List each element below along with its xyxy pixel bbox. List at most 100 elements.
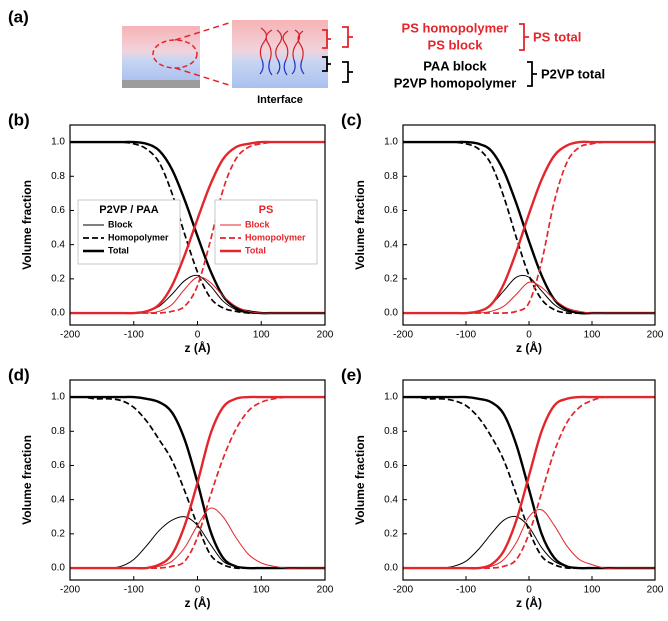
legend-box (214, 199, 318, 265)
x-tick-label: -100 (456, 330, 476, 341)
x-axis-label: z (Å) (185, 595, 211, 610)
x-tick-label: 0 (526, 585, 532, 596)
y-tick-label: 0.8 (384, 171, 398, 182)
x-tick-label: 200 (317, 330, 334, 341)
y-axis-label: Volume fraction (353, 435, 367, 525)
x-tick-label: -100 (456, 585, 476, 596)
bracket (342, 61, 353, 83)
film-small (122, 26, 200, 82)
series-line (403, 274, 655, 314)
panel-a: (a) Interface PS homopolymer PS block PA… (8, 7, 605, 105)
y-tick-label: 0.2 (384, 528, 398, 539)
bracket (519, 23, 529, 51)
series-line (403, 515, 655, 569)
series-line (70, 507, 325, 569)
y-tick-label: 0.2 (51, 528, 65, 539)
series-line (403, 140, 655, 315)
substrate (122, 80, 200, 88)
film-zoom (232, 20, 328, 88)
chart: (c) -200 -100 0 100 200 0.0 0.2 0.4 0.6 0.8 1.0 Volu… (341, 110, 664, 355)
plot-frame (402, 379, 656, 581)
y-tick-label: 0.8 (51, 426, 65, 437)
y-tick-label: 0.4 (51, 239, 65, 250)
series-line (70, 395, 325, 570)
y-tick-label: 0.6 (384, 205, 398, 216)
legend-label: Block (108, 219, 134, 229)
y-tick-label: 0.8 (51, 171, 65, 182)
panel-label: (d) (8, 365, 30, 384)
series-line (403, 281, 655, 314)
x-tick-label: 0 (526, 330, 532, 341)
y-tick-label: 1.0 (51, 392, 65, 403)
plot-frame (69, 379, 326, 581)
legend-label: Total (108, 245, 129, 255)
bracket (322, 29, 331, 49)
plot-frame (69, 124, 326, 326)
legend-title: PS (259, 204, 274, 216)
y-tick-label: 1.0 (384, 137, 398, 148)
y-axis-label: Volume fraction (353, 180, 367, 270)
x-tick-label: 200 (317, 585, 334, 596)
y-tick-label: 0.6 (384, 460, 398, 471)
x-tick-label: 100 (253, 585, 270, 596)
y-tick-label: 0.0 (384, 563, 398, 574)
y-tick-label: 0.6 (51, 460, 65, 471)
chains (259, 27, 305, 76)
bracket (342, 26, 353, 48)
y-tick-label: 0.6 (51, 205, 65, 216)
plot-frame (402, 124, 656, 326)
panel-label: (a) (8, 7, 29, 26)
caption: Interface (257, 94, 303, 106)
y-tick-label: 0.4 (384, 239, 398, 250)
legend-label: Homopolymer (108, 232, 169, 242)
chart: (b) -200 -100 0 100 200 0.0 0.2 0.4 0.6 0.8 1.0 Volu… (8, 110, 334, 355)
x-tick-label: -200 (60, 585, 80, 596)
y-axis-label: Volume fraction (20, 435, 34, 525)
chart: (d) -200 -100 0 100 200 0.0 0.2 0.4 0.6 0.8 1.0 Volu… (8, 365, 334, 610)
y-tick-label: 0.2 (51, 273, 65, 284)
y-tick-label: 0.2 (384, 273, 398, 284)
label: PS homopolymer (402, 20, 509, 35)
series-line (403, 395, 655, 570)
y-tick-label: 0.0 (384, 308, 398, 319)
x-tick-label: -100 (124, 585, 144, 596)
legend-box (77, 199, 181, 265)
legend-label: Block (245, 219, 271, 229)
series-line (70, 140, 325, 315)
x-axis-label: z (Å) (516, 340, 542, 355)
series-line (403, 396, 655, 570)
panel-label: (c) (341, 110, 362, 129)
x-tick-label: -200 (60, 330, 80, 341)
total-label: PS total (533, 29, 581, 44)
x-tick-label: 0 (195, 330, 201, 341)
y-tick-label: 0.4 (51, 494, 65, 505)
legend-label: Total (245, 245, 266, 255)
x-tick-label: 100 (253, 330, 270, 341)
y-tick-label: 0.0 (51, 563, 65, 574)
legend-title: P2VP / PAA (99, 204, 159, 216)
y-tick-label: 1.0 (51, 137, 65, 148)
label: P2VP homopolymer (394, 75, 517, 90)
series-line (403, 141, 655, 315)
chart: (e) -200 -100 0 100 200 0.0 0.2 0.4 0.6 0.8 1.0 Volu… (341, 365, 664, 610)
series-line (403, 140, 655, 315)
y-tick-label: 1.0 (384, 392, 398, 403)
legend-label: Homopolymer (245, 232, 306, 242)
x-tick-label: 0 (195, 585, 201, 596)
label: PAA block (423, 58, 487, 73)
bracket (322, 56, 331, 72)
x-tick-label: 200 (647, 330, 664, 341)
panel-label: (b) (8, 110, 30, 129)
x-tick-label: -200 (393, 585, 413, 596)
label: PS block (428, 37, 484, 52)
panel-label: (e) (341, 365, 362, 384)
x-tick-label: -200 (393, 330, 413, 341)
y-tick-label: 0.4 (384, 494, 398, 505)
bracket (527, 61, 537, 87)
x-tick-label: 200 (647, 585, 664, 596)
x-tick-label: 100 (584, 585, 601, 596)
series-line (403, 395, 655, 570)
x-tick-label: 100 (584, 330, 601, 341)
series-line (70, 274, 325, 314)
